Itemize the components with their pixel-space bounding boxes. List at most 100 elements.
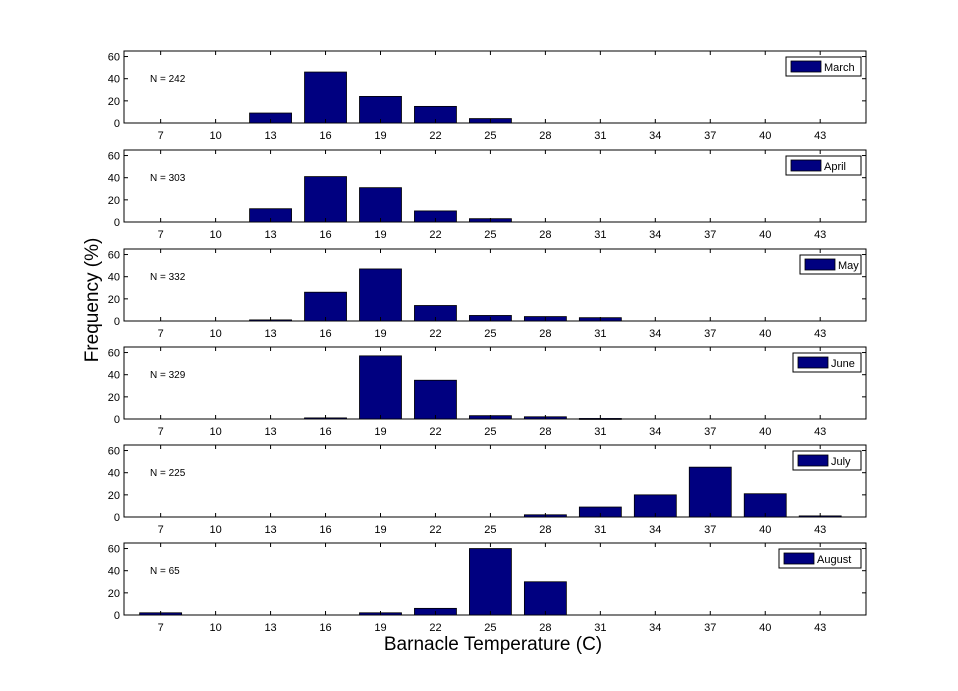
x-tick-label: 31 [594, 328, 606, 340]
legend-label: July [831, 456, 851, 468]
x-tick-label: 10 [209, 622, 221, 634]
x-tick-label: 22 [429, 524, 441, 536]
x-axis-title: Barnacle Temperature (C) [384, 634, 602, 655]
legend: August [778, 548, 862, 569]
x-tick-label: 16 [319, 426, 331, 438]
x-tick-label: 22 [429, 426, 441, 438]
subplot-may: 7 10 13 16 19 22 25 28 31 34 37 40 43 0 20 40 60 N = 332 M… [108, 248, 867, 340]
x-tick-label: 43 [814, 130, 826, 142]
x-tick-label: 13 [264, 130, 276, 142]
legend-swatch [804, 258, 836, 271]
x-tick-label: 10 [209, 426, 221, 438]
legend-swatch [797, 356, 829, 369]
y-tick-label: 60 [108, 446, 120, 458]
y-tick-label: 20 [108, 490, 120, 502]
legend-swatch [797, 454, 829, 467]
x-tick-label: 7 [158, 328, 164, 340]
x-tick-label: 37 [704, 130, 716, 142]
legend-label: August [817, 554, 851, 566]
x-tick-label: 31 [594, 130, 606, 142]
n-label: N = 242 [150, 74, 186, 85]
y-tick-label: 20 [108, 195, 120, 207]
y-tick-label: 0 [114, 316, 120, 328]
y-tick-label: 60 [108, 348, 120, 360]
y-tick-label: 40 [108, 74, 120, 86]
x-tick-label: 37 [704, 622, 716, 634]
x-tick-label: 43 [814, 426, 826, 438]
x-tick-label: 31 [594, 229, 606, 241]
bar [414, 379, 457, 420]
x-tick-label: 7 [158, 130, 164, 142]
bar [304, 291, 347, 322]
x-tick-label: 22 [429, 622, 441, 634]
x-tick-label: 34 [649, 229, 661, 241]
x-tick-label: 28 [539, 130, 551, 142]
n-label: N = 332 [150, 272, 186, 283]
y-tick-label: 0 [114, 610, 120, 622]
x-tick-label: 22 [429, 328, 441, 340]
legend-swatch [790, 60, 822, 73]
x-tick-label: 19 [374, 229, 386, 241]
x-tick-label: 22 [429, 229, 441, 241]
axes-box [123, 248, 867, 322]
x-tick-label: 28 [539, 426, 551, 438]
x-tick-label: 40 [759, 328, 771, 340]
y-tick-label: 20 [108, 392, 120, 404]
n-label: N = 303 [150, 173, 186, 184]
legend-label: June [831, 358, 855, 370]
x-tick-label: 10 [209, 328, 221, 340]
y-tick-label: 40 [108, 173, 120, 185]
x-tick-label: 13 [264, 426, 276, 438]
x-tick-label: 28 [539, 229, 551, 241]
x-tick-label: 13 [264, 622, 276, 634]
y-tick-label: 40 [108, 370, 120, 382]
bar [359, 268, 402, 322]
x-tick-label: 34 [649, 130, 661, 142]
x-tick-label: 25 [484, 524, 496, 536]
subplot-july: 7 10 13 16 19 22 25 28 31 34 37 40 43 0 20 40 60 N = 225 J… [108, 444, 867, 536]
axes-box [123, 346, 867, 420]
bar [359, 96, 402, 124]
x-tick-label: 19 [374, 524, 386, 536]
x-tick-label: 31 [594, 622, 606, 634]
x-tick-label: 43 [814, 229, 826, 241]
y-tick-label: 20 [108, 96, 120, 108]
x-tick-label: 40 [759, 130, 771, 142]
y-tick-label: 40 [108, 566, 120, 578]
legend: May [799, 254, 862, 275]
n-label: N = 65 [150, 566, 180, 577]
bar [523, 581, 567, 616]
bar [469, 548, 512, 616]
subplot-panels: 7 10 13 16 19 22 25 28 31 34 37 40 43 0 20 40 60 N = 242 M… [108, 50, 867, 634]
x-tick-label: 25 [484, 229, 496, 241]
x-tick-label: 13 [264, 328, 276, 340]
x-tick-label: 13 [264, 229, 276, 241]
x-tick-label: 43 [814, 328, 826, 340]
y-tick-label: 40 [108, 272, 120, 284]
axes-box [123, 149, 867, 223]
n-label: N = 225 [150, 468, 186, 479]
y-tick-label: 0 [114, 414, 120, 426]
bar [304, 71, 347, 124]
legend: July [792, 450, 862, 471]
legend-label: May [838, 260, 859, 272]
x-tick-label: 40 [759, 229, 771, 241]
x-tick-label: 10 [209, 524, 221, 536]
bar [359, 187, 402, 223]
n-label: N = 329 [150, 370, 186, 381]
x-tick-label: 40 [759, 426, 771, 438]
y-axis-title: Frequency (%) [82, 238, 103, 363]
x-tick-label: 10 [209, 130, 221, 142]
y-tick-label: 60 [108, 151, 120, 163]
x-tick-label: 7 [158, 524, 164, 536]
x-tick-label: 34 [649, 622, 661, 634]
x-tick-label: 19 [374, 622, 386, 634]
x-tick-label: 16 [319, 622, 331, 634]
bar [304, 176, 347, 223]
legend: April [785, 155, 862, 176]
y-tick-label: 60 [108, 544, 120, 556]
subplot-april: 7 10 13 16 19 22 25 28 31 34 37 40 43 0 20 40 60 N = 303 A… [108, 149, 867, 241]
y-tick-label: 0 [114, 118, 120, 130]
subplot-june: 7 10 13 16 19 22 25 28 31 34 37 40 43 0 20 40 60 N = 329 J… [108, 346, 867, 438]
